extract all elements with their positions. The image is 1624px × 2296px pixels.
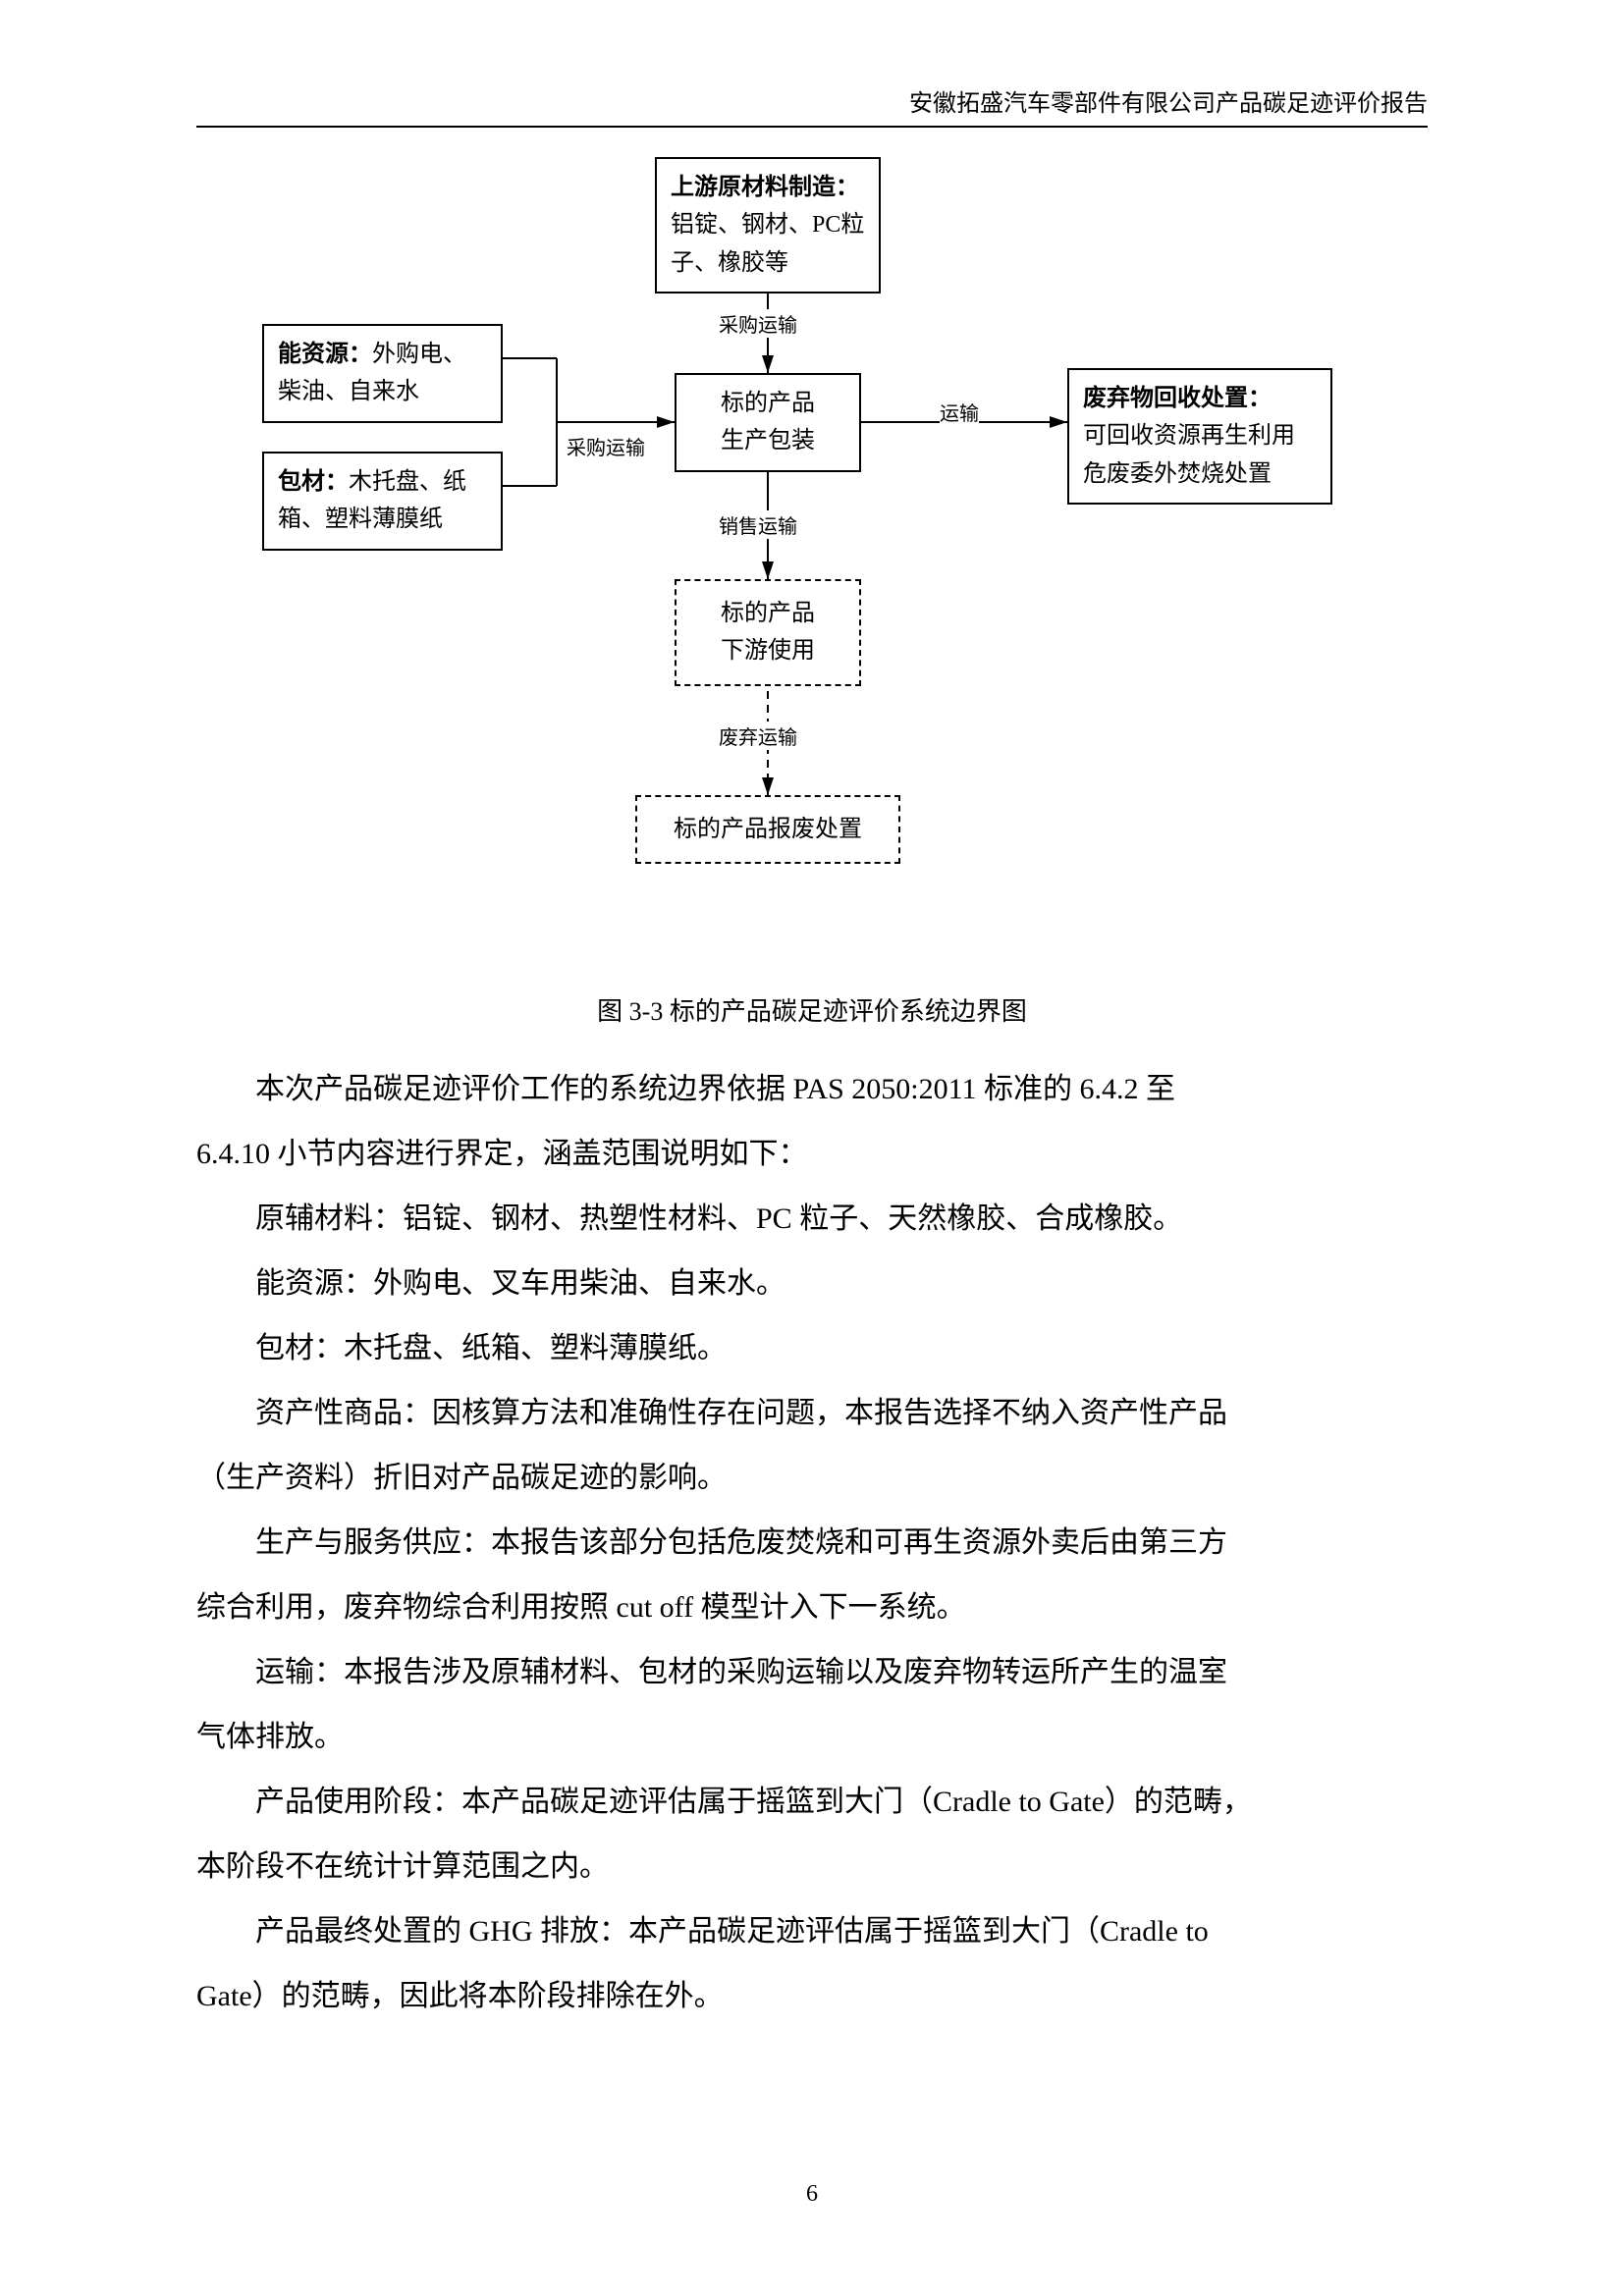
paragraph-2: 原辅材料：铝锭、钢材、热塑性材料、PC 粒子、天然橡胶、合成橡胶。 [196,1187,1428,1252]
paragraph-8b: 本阶段不在统计计算范围之内。 [196,1835,1428,1899]
paragraph-9a: 产品最终处置的 GHG 排放：本产品碳足迹评估属于摇篮到大门（Cradle to [196,1899,1428,1964]
paragraph-9b: Gate）的范畴，因此将本阶段排除在外。 [196,1964,1428,2029]
node-downstream: 标的产品 下游使用 [675,579,861,686]
paragraph-1b: 6.4.10 小节内容进行界定，涵盖范围说明如下： [196,1122,1428,1187]
node-energy-label: 能资源： [278,342,372,367]
node-production-l1: 标的产品 [721,391,815,416]
paragraph-8a: 产品使用阶段：本产品碳足迹评估属于摇篮到大门（Cradle to Gate）的范… [196,1770,1428,1835]
diagram-caption: 图 3-3 标的产品碳足迹评价系统边界图 [196,991,1428,1028]
paragraph-3: 能资源：外购电、叉车用柴油、自来水。 [196,1252,1428,1316]
edge-label-procure-1: 采购运输 [719,309,797,338]
paragraph-6a: 生产与服务供应：本报告该部分包括危废焚烧和可再生资源外卖后由第三方 [196,1511,1428,1575]
node-upstream-label: 上游原材料制造： [671,175,859,200]
paragraph-4: 包材：木托盘、纸箱、塑料薄膜纸。 [196,1316,1428,1381]
node-downstream-l1: 标的产品 [721,601,815,626]
node-waste: 废弃物回收处置： 可回收资源再生利用 危废委外焚烧处置 [1067,368,1332,505]
edge-label-sales: 销售运输 [719,510,797,539]
node-disposal-text: 标的产品报废处置 [674,817,862,842]
edge-label-procure-2: 采购运输 [567,432,645,460]
header-divider [196,126,1428,128]
node-waste-l1: 可回收资源再生利用 [1083,423,1295,449]
node-upstream-text: 铝锭、钢材、PC粒子、橡胶等 [671,212,864,275]
paragraph-7a: 运输：本报告涉及原辅材料、包材的采购运输以及废弃物转运所产生的温室 [196,1640,1428,1705]
paragraph-5a: 资产性商品：因核算方法和准确性存在问题，本报告选择不纳入资产性产品 [196,1381,1428,1446]
node-upstream: 上游原材料制造： 铝锭、钢材、PC粒子、橡胶等 [655,157,881,294]
paragraph-1a: 本次产品碳足迹评价工作的系统边界依据 PAS 2050:2011 标准的 6.4… [196,1057,1428,1122]
edge-label-disposal: 废弃运输 [719,721,797,750]
node-waste-l2: 危废委外焚烧处置 [1083,461,1272,487]
node-downstream-l2: 下游使用 [721,638,815,664]
paragraph-7b: 气体排放。 [196,1705,1428,1770]
node-waste-label: 废弃物回收处置： [1083,386,1272,411]
page-header: 安徽拓盛汽车零部件有限公司产品碳足迹评价报告 [909,83,1428,118]
node-package-label: 包材： [278,469,349,495]
node-production-l2: 生产包装 [721,428,815,454]
paragraph-6b: 综合利用，废弃物综合利用按照 cut off 模型计入下一系统。 [196,1575,1428,1640]
node-energy: 能资源：外购电、柴油、自来水 [262,324,503,423]
paragraph-5b: （生产资料）折旧对产品碳足迹的影响。 [196,1446,1428,1511]
system-boundary-diagram: 上游原材料制造： 铝锭、钢材、PC粒子、橡胶等 能资源：外购电、柴油、自来水 包… [223,157,1401,962]
node-disposal: 标的产品报废处置 [635,795,900,864]
page-number: 6 [0,2181,1624,2208]
document-body: 本次产品碳足迹评价工作的系统边界依据 PAS 2050:2011 标准的 6.4… [196,1057,1428,2029]
node-package: 包材：木托盘、纸箱、塑料薄膜纸 [262,452,503,551]
edge-label-transport: 运输 [940,398,979,426]
node-production: 标的产品 生产包装 [675,373,861,472]
